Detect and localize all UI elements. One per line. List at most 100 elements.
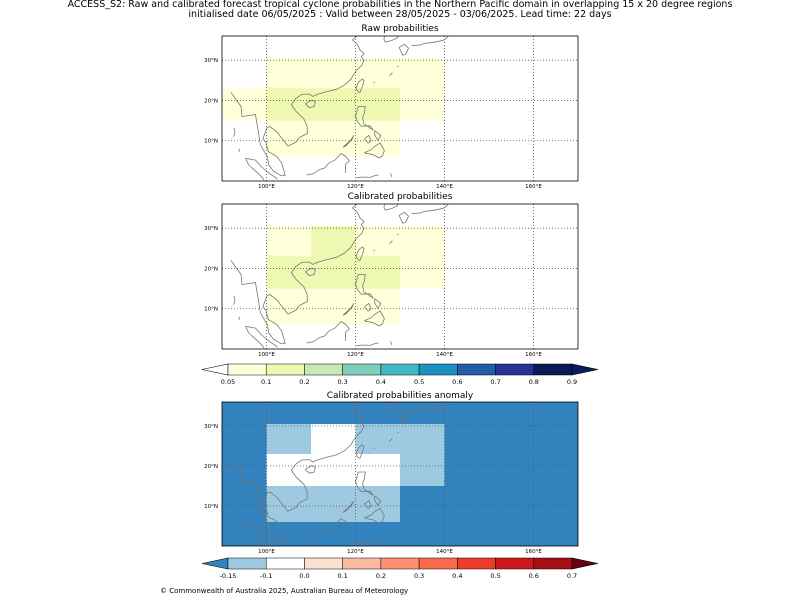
raw-coastline <box>356 174 379 179</box>
anomaly-coastline <box>230 457 282 542</box>
raw-latitude-tick-label: 30°N <box>204 58 218 64</box>
anomaly-coastline <box>355 471 374 496</box>
calibrated-coastline <box>355 246 365 261</box>
calibrated-latitude-tick-label: 20°N <box>204 266 218 272</box>
calibrated-longitude-tick-label: 100°E <box>258 352 275 358</box>
raw-longitude-tick-label: 120°E <box>347 184 364 190</box>
anomaly-colorbar-swatch <box>304 557 343 570</box>
anomaly-coastline <box>374 495 382 507</box>
anomaly-longitude-tick-label: 160°E <box>525 549 542 555</box>
raw-coastline <box>304 99 316 109</box>
anomaly-coastline <box>389 438 393 442</box>
anomaly-coastline <box>383 402 399 409</box>
raw-coastline <box>306 153 350 176</box>
probability-colorbar-tick-label: 0.8 <box>529 378 539 386</box>
anomaly-coastline <box>397 431 399 434</box>
anomaly-colorbar-swatch <box>457 557 496 570</box>
calibrated-probability-cell <box>266 288 400 325</box>
raw-coastline <box>373 81 375 84</box>
calibrated-coastline <box>238 316 240 321</box>
raw-coastline <box>342 135 355 148</box>
raw-coastline <box>383 36 399 43</box>
anomaly-coastline <box>356 539 379 544</box>
anomaly-coastline <box>389 538 393 543</box>
anomaly-coastline <box>398 409 409 422</box>
calibrated-coastline <box>342 303 355 316</box>
calibrated-coastline <box>374 298 382 310</box>
anomaly-colorbar-swatch <box>533 557 573 570</box>
anomaly-coastline <box>364 507 385 524</box>
calibrated-map-frame <box>221 203 579 350</box>
calibrated-coastline <box>373 249 375 252</box>
anomaly-coastline <box>306 518 350 541</box>
raw-coastline <box>245 158 265 181</box>
raw-longitude-tick-label: 100°E <box>258 184 275 190</box>
calibrated-coastline <box>389 341 393 346</box>
anomaly-panel-title: Calibrated probabilities anomaly <box>326 391 474 401</box>
calibrated-coastline <box>245 326 278 348</box>
anomaly-probability-cell <box>266 486 400 522</box>
anomaly-colorbar-tick-label: 0.7 <box>567 572 577 580</box>
anomaly-coastline <box>364 500 372 509</box>
anomaly-colorbar-swatch <box>265 557 305 570</box>
anomaly-coastline <box>245 523 265 546</box>
raw-longitude-tick-label: 160°E <box>525 184 542 190</box>
calibrated-longitude-tick-label: 120°E <box>347 352 364 358</box>
anomaly-coastline <box>355 444 365 459</box>
anomaly-coastline <box>238 513 240 518</box>
raw-coastline <box>355 78 365 93</box>
raw-coastline <box>389 72 393 77</box>
calibrated-coastline <box>262 204 365 345</box>
anomaly-colorbar-swatch <box>227 557 267 570</box>
probability-colorbar-tick-label: 0.2 <box>299 378 309 386</box>
anomaly-colorbar-tick-label: 0.1 <box>337 572 347 580</box>
anomaly-latitude-tick-label: 10°N <box>204 504 218 510</box>
anomaly-latitude-tick-label: 30°N <box>204 424 218 430</box>
calibrated-latitude-tick-label: 10°N <box>204 307 218 313</box>
calibrated-coastline <box>364 310 385 327</box>
calibrated-coastline <box>245 326 265 349</box>
anomaly-colorbar-tick-label: 0.6 <box>529 572 539 580</box>
figure-title-line-2: initialised date 06/05/2025 : Valid betw… <box>188 9 612 20</box>
anomaly-longitude-tick-label: 120°E <box>347 549 364 555</box>
anomaly-colorbar-swatch <box>380 557 420 570</box>
raw-coastline <box>238 148 240 153</box>
raw-coastline <box>262 36 365 177</box>
calibrated-coastline <box>306 321 350 344</box>
anomaly-colorbar-swatch <box>495 557 535 570</box>
anomaly-probability-cell <box>266 454 400 486</box>
anomaly-colorbar-tick-label: -0.1 <box>260 572 273 580</box>
anomaly-coastline <box>342 500 355 513</box>
anomaly-colorbar-tick-label: 0.4 <box>452 572 462 580</box>
calibrated-longitude-tick-label: 160°E <box>525 352 542 358</box>
anomaly-colorbar-tick-label: -0.15 <box>220 572 237 580</box>
calibrated-probability-cell <box>311 226 356 257</box>
calibrated-coastline <box>389 240 393 245</box>
raw-coastline <box>355 106 374 131</box>
probability-colorbar-tick-label: 0.1 <box>261 378 271 386</box>
probability-colorbar-tick-label: 0.3 <box>337 378 347 386</box>
raw-coastline <box>389 173 393 178</box>
calibrated-longitude-tick-label: 140°E <box>436 352 453 358</box>
probability-colorbar-tick-label: 0.9 <box>567 378 577 386</box>
anomaly-colorbar-tick-label: 0.0 <box>299 572 309 580</box>
raw-coastline <box>398 44 409 56</box>
raw-coastline <box>230 92 282 177</box>
calibrated-probability-cell <box>266 256 400 289</box>
probability-colorbar-tick-label: 0.6 <box>452 378 462 386</box>
calibrated-coastline <box>397 233 399 236</box>
probability-colorbar-tick-label: 0.5 <box>414 378 424 386</box>
raw-longitude-tick-label: 140°E <box>436 184 453 190</box>
raw-coastline <box>364 134 372 144</box>
anomaly-colorbar-tick-label: 0.3 <box>414 572 424 580</box>
anomaly-longitude-tick-label: 100°E <box>258 549 275 555</box>
anomaly-coastline <box>262 402 365 542</box>
calibrated-coastline <box>230 260 282 345</box>
probability-colorbar-tick-label: 0.7 <box>490 378 500 386</box>
calibrated-coastline <box>304 267 316 277</box>
raw-coastline <box>397 65 399 68</box>
calibrated-panel-title: Calibrated probabilities <box>347 192 453 202</box>
